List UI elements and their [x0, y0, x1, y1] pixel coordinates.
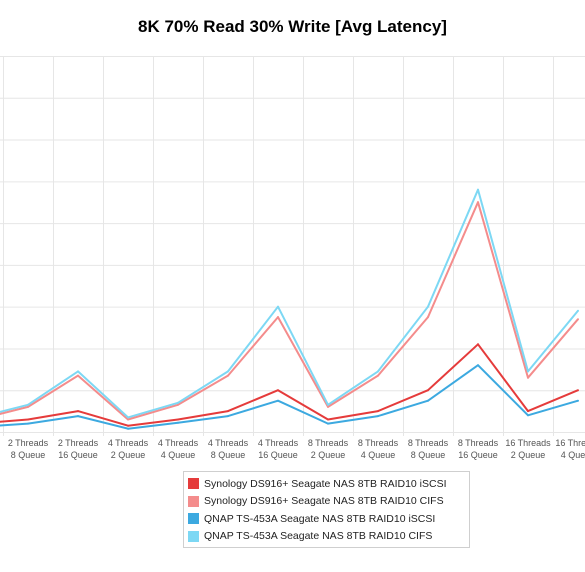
chart-title: 8K 70% Read 30% Write [Avg Latency]: [138, 17, 447, 36]
data-point: [27, 405, 29, 408]
data-point: [427, 399, 429, 402]
x-tick-label: 4 Threads 8 Queue: [208, 438, 249, 460]
data-point: [177, 401, 179, 404]
data-point: [527, 370, 529, 373]
data-point: [127, 416, 129, 419]
x-tick-label: 2 Threads 8 Queue: [8, 438, 49, 460]
data-point: [477, 188, 479, 191]
legend: Synology DS916+ Seagate NAS 8TB RAID10 i…: [183, 471, 470, 548]
data-point: [377, 410, 379, 413]
data-point: [127, 427, 129, 430]
data-point: [527, 410, 529, 413]
data-point: [327, 405, 329, 408]
data-point: [277, 399, 279, 402]
data-point: [577, 389, 579, 392]
legend-item[interactable]: Synology DS916+ Seagate NAS 8TB RAID10 i…: [188, 475, 469, 493]
legend-swatch: [188, 530, 199, 542]
data-point: [127, 424, 129, 427]
data-point: [27, 418, 29, 421]
data-point: [327, 403, 329, 406]
data-point: [27, 422, 29, 425]
x-tick-label: 4 Threads 4 Queue: [158, 438, 199, 460]
legend-label: Synology DS916+ Seagate NAS 8TB RAID10 i…: [204, 477, 447, 490]
data-point: [377, 370, 379, 373]
data-point: [377, 374, 379, 377]
legend-swatch: [188, 513, 199, 525]
data-point: [577, 318, 579, 321]
x-tick-label: 8 Threads 16 Queue: [458, 438, 499, 460]
data-point: [277, 389, 279, 392]
x-tick-label: 8 Threads 8 Queue: [408, 438, 449, 460]
data-point: [77, 415, 79, 418]
data-point: [227, 370, 229, 373]
data-point: [427, 389, 429, 392]
legend-item[interactable]: Synology DS916+ Seagate NAS 8TB RAID10 C…: [188, 493, 469, 511]
series-lines: [0, 188, 579, 430]
data-point: [77, 374, 79, 377]
data-point: [277, 316, 279, 319]
legend-item[interactable]: QNAP TS-453A Seagate NAS 8TB RAID10 iSCS…: [188, 510, 469, 528]
data-point: [27, 403, 29, 406]
data-point: [127, 418, 129, 421]
data-point: [177, 418, 179, 421]
data-point: [227, 410, 229, 413]
x-tick-label: 4 Threads 2 Queue: [108, 438, 149, 460]
data-point: [177, 403, 179, 406]
data-point: [477, 343, 479, 346]
x-tick-label: 2 Threads 16 Queue: [58, 438, 99, 460]
data-point: [427, 316, 429, 319]
data-point: [327, 422, 329, 425]
x-tick-label: 8 Threads 2 Queue: [308, 438, 349, 460]
x-tick-label: 8 Threads 4 Queue: [358, 438, 399, 460]
legend-swatch: [188, 478, 199, 490]
data-point: [577, 399, 579, 402]
series-line-0: [0, 343, 579, 427]
data-point: [477, 364, 479, 367]
data-point: [227, 374, 229, 377]
legend-item[interactable]: QNAP TS-453A Seagate NAS 8TB RAID10 CIFS: [188, 528, 469, 546]
legend-label: QNAP TS-453A Seagate NAS 8TB RAID10 CIFS: [204, 530, 433, 543]
data-point: [327, 418, 329, 421]
legend-swatch: [188, 495, 199, 507]
data-point: [77, 370, 79, 373]
x-tick-label: 16 Threads 2 Queue: [505, 438, 551, 460]
data-point: [227, 415, 229, 418]
x-tick-label: 4 Threads 16 Queue: [258, 438, 299, 460]
grid: [0, 56, 585, 436]
data-point: [77, 410, 79, 413]
data-point: [427, 305, 429, 308]
data-point: [577, 309, 579, 312]
data-point: [477, 201, 479, 204]
data-point: [177, 421, 179, 424]
data-point: [377, 415, 379, 418]
legend-label: Synology DS916+ Seagate NAS 8TB RAID10 C…: [204, 495, 444, 508]
legend-label: QNAP TS-453A Seagate NAS 8TB RAID10 iSCS…: [204, 512, 436, 525]
data-point: [527, 376, 529, 379]
data-point: [277, 305, 279, 308]
data-point: [527, 414, 529, 417]
